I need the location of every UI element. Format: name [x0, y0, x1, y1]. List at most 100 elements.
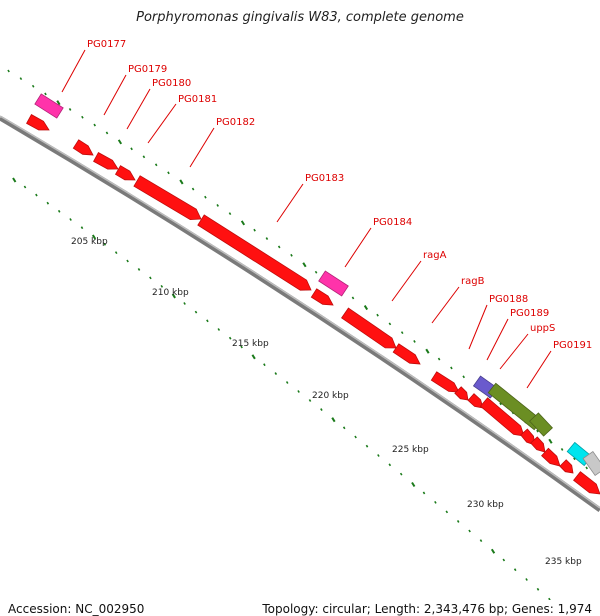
feature-box [529, 412, 553, 437]
scale-label-225kbp: 225 kbp [392, 445, 429, 455]
tick-mark [434, 500, 437, 504]
tick-mark [525, 578, 528, 581]
tick-mark [57, 209, 61, 213]
gene-label-pg0177: PG0177 [87, 39, 126, 50]
gene-label-pg0191: PG0191 [553, 340, 592, 351]
gene-label-upps: uppS [530, 323, 555, 334]
tick-mark [80, 226, 84, 230]
gene-arrow [467, 393, 484, 409]
gene-features [26, 93, 600, 495]
scale-label-230kbp: 230 kbp [467, 500, 504, 510]
tick-marks-lower [12, 177, 551, 600]
tick-mark [19, 77, 23, 81]
tick-mark [91, 234, 97, 240]
gene-arrow [479, 397, 525, 437]
tick-mark [93, 123, 96, 127]
gene-arrow [72, 139, 94, 156]
tick-mark [388, 463, 392, 467]
tick-mark [400, 331, 404, 335]
tick-mark [413, 339, 416, 343]
tick-mark [137, 268, 141, 271]
feature-box [582, 450, 600, 477]
tick-mark [354, 435, 357, 439]
leader-line [126, 88, 151, 130]
genome-backbone [0, 115, 600, 513]
tick-mark [462, 375, 465, 379]
gene-arrow [573, 471, 600, 495]
tick-mark [149, 276, 152, 280]
tick-mark [130, 147, 133, 151]
gene-arrow [310, 288, 334, 306]
leader-line [431, 286, 460, 324]
tick-mark [308, 399, 312, 402]
genome-backbone-highlight [0, 115, 600, 509]
tick-mark [206, 319, 209, 323]
leader-line [189, 127, 215, 168]
tick-mark [263, 363, 266, 367]
tick-mark [573, 457, 576, 461]
tick-mark [194, 310, 198, 314]
tick-mark [365, 444, 369, 448]
tick-mark [297, 390, 300, 393]
tick-mark [479, 539, 483, 543]
gene-label-pg0179: PG0179 [128, 64, 167, 75]
tick-mark [376, 313, 379, 317]
gene-label-raga: ragA [423, 250, 447, 261]
tick-mark [56, 100, 61, 106]
tick-mark [290, 253, 293, 257]
tick-mark [274, 372, 278, 375]
topology-text: Topology: circular; Length: 2,343,476 bp… [262, 602, 592, 616]
tick-mark [560, 448, 564, 451]
leader-line [468, 304, 488, 350]
scale-label-205kbp: 205 kbp [71, 237, 108, 247]
feature-box [318, 270, 349, 297]
tick-mark [216, 203, 219, 207]
gene-label-pg0189: PG0189 [510, 308, 549, 319]
gene-label-pg0183: PG0183 [305, 173, 344, 184]
tick-mark [240, 345, 243, 349]
leader-line [344, 227, 372, 268]
tick-mark [171, 293, 176, 299]
tick-mark [536, 429, 539, 433]
tick-mark [513, 568, 517, 572]
scale-label-235kbp: 235 kbp [545, 557, 582, 567]
tick-mark [388, 322, 392, 326]
gene-arrow [197, 214, 312, 291]
leader-line [61, 49, 86, 93]
tick-mark [31, 84, 35, 88]
gene-label-pg0184: PG0184 [373, 217, 412, 228]
tick-mark [425, 348, 430, 354]
tick-mark [342, 426, 346, 430]
tick-mark [7, 69, 10, 73]
tick-mark [81, 115, 84, 119]
tick-marks-upper [7, 69, 588, 470]
tick-mark [142, 155, 146, 159]
tick-mark [12, 177, 17, 183]
tick-mark [265, 237, 269, 240]
tick-mark [68, 108, 72, 111]
tick-mark [377, 454, 380, 457]
gene-arrow [530, 436, 546, 453]
tick-mark [114, 251, 118, 255]
tick-mark [167, 171, 170, 175]
tick-mark [548, 438, 553, 444]
leader-line [526, 350, 552, 389]
tick-mark [179, 179, 184, 185]
tick-mark [191, 187, 195, 191]
gene-arrow [454, 386, 469, 401]
gene-label-pg0182: PG0182 [216, 117, 255, 128]
tick-mark [456, 520, 460, 523]
tick-mark [253, 228, 256, 232]
gene-label-ragb: ragB [461, 276, 485, 287]
leader-line [103, 74, 127, 116]
tick-mark [183, 302, 186, 305]
tick-mark [445, 510, 449, 514]
gene-label-pg0188: PG0188 [489, 294, 528, 305]
tick-mark [105, 131, 109, 135]
gene-label-pg0181: PG0181 [178, 94, 217, 105]
tick-mark [154, 163, 158, 167]
gene-arrow [341, 307, 397, 349]
scale-label-220kbp: 220 kbp [312, 391, 349, 401]
tick-mark [468, 529, 471, 533]
gene-arrow [114, 165, 136, 181]
